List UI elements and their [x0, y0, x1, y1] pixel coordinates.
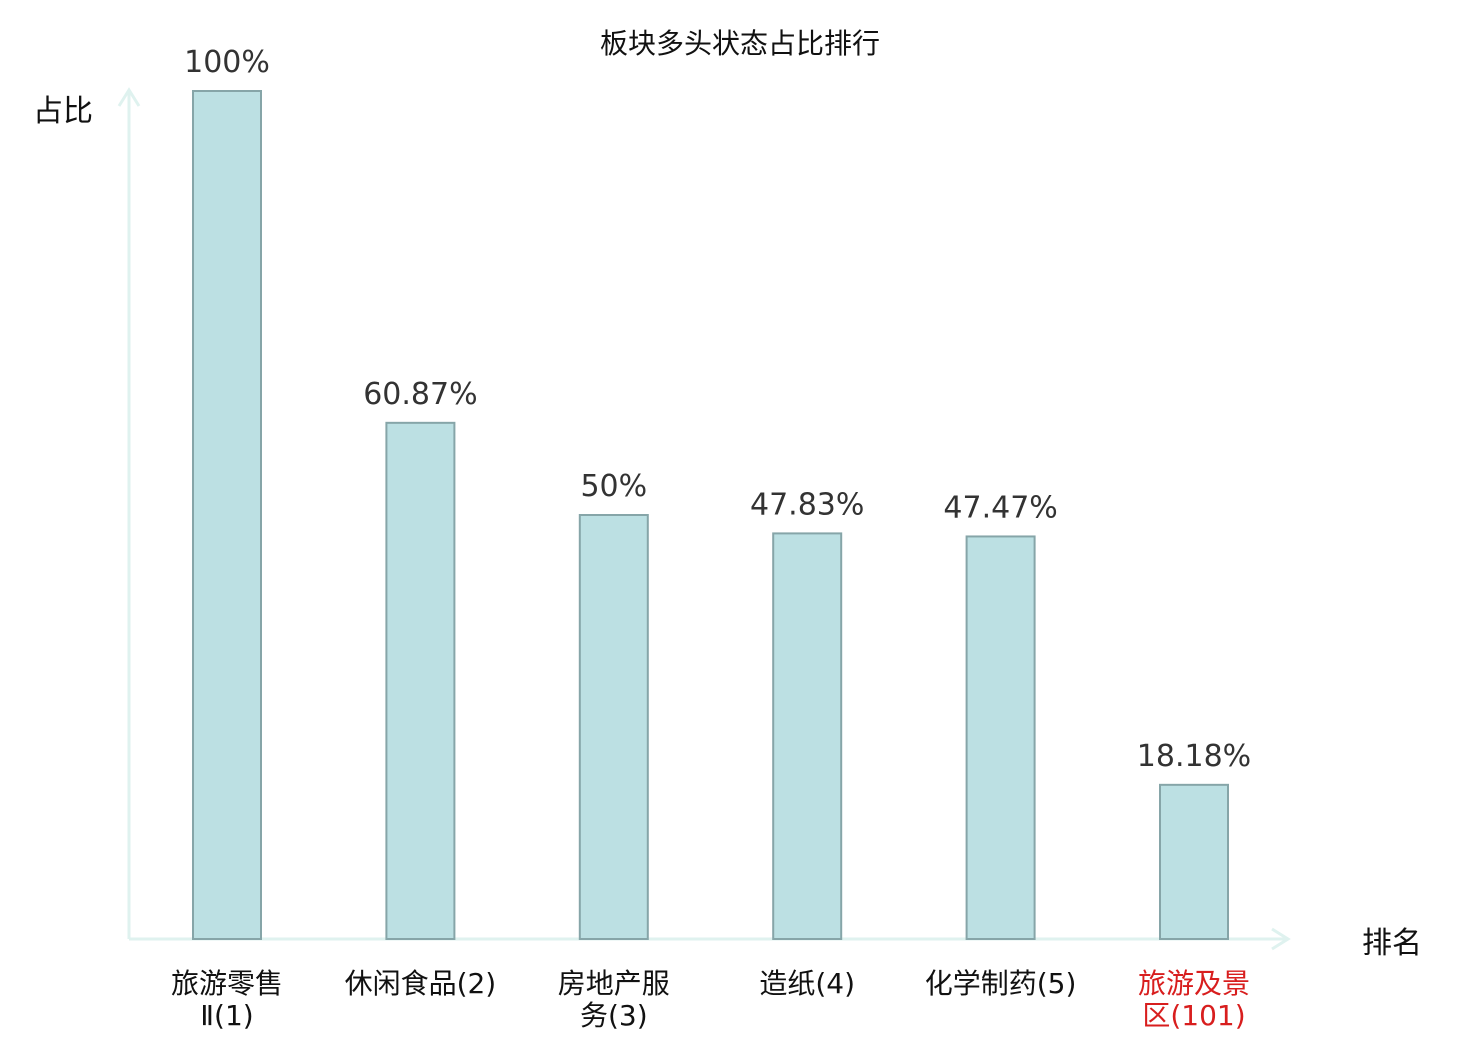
category-label-1: 旅游零售 Ⅱ(1)	[171, 967, 283, 1032]
category-label-4: 造纸(4)	[759, 967, 855, 1000]
bar-4	[772, 532, 843, 940]
value-label-2: 60.87%	[363, 377, 477, 412]
value-label-4: 47.83%	[750, 487, 864, 522]
category-label-5: 化学制药(5)	[925, 967, 1077, 1000]
category-label-line: 旅游及景	[1138, 967, 1250, 1000]
x-axis-arrow	[1271, 927, 1291, 951]
value-label-3: 50%	[580, 469, 647, 504]
category-label-line: Ⅱ(1)	[200, 999, 253, 1032]
bar-1	[192, 90, 262, 940]
category-label-2: 休闲食品(2)	[345, 967, 497, 1000]
category-label-line: 休闲食品(2)	[345, 967, 497, 1000]
category-label-line: 房地产服	[558, 967, 670, 1000]
bar-6	[1159, 783, 1229, 941]
category-label-6: 旅游及景区(101)	[1138, 967, 1250, 1032]
bar-3	[578, 514, 649, 940]
category-label-line: 化学制药(5)	[925, 967, 1077, 1000]
value-label-1: 100%	[184, 45, 270, 80]
bar-5	[965, 535, 1036, 940]
category-label-line: 务(3)	[580, 999, 648, 1032]
category-label-line: 区(101)	[1142, 999, 1245, 1032]
category-label-line: 造纸(4)	[759, 967, 855, 1000]
y-axis-arrow	[117, 87, 141, 107]
value-label-5: 47.47%	[943, 490, 1057, 525]
category-label-3: 房地产服务(3)	[558, 967, 670, 1032]
x-axis-label: 排名	[1362, 926, 1422, 961]
chart-title: 板块多头状态占比排行	[600, 27, 880, 60]
category-label-line: 旅游零售	[171, 967, 283, 1000]
bar-2	[385, 421, 456, 940]
axes	[117, 87, 1291, 951]
value-label-6: 18.18%	[1137, 739, 1251, 774]
bars: 100% 旅游零售 Ⅱ(1) 60.87% 休闲食品(2) 50% 房地产服务(3) 47.8…	[171, 45, 1251, 1032]
y-axis-label: 占比	[33, 94, 93, 129]
